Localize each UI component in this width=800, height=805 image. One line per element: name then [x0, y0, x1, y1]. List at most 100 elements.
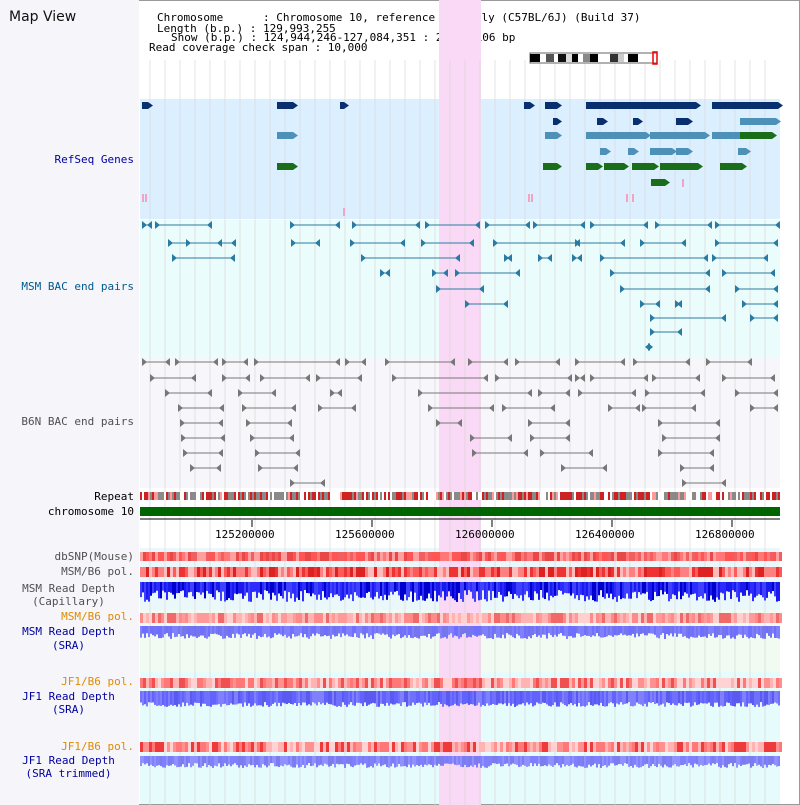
msm-sra-depth-bar [484, 626, 486, 636]
msm-capillary-depth-bar [440, 582, 442, 598]
track-label-msm-b6-pol-1[interactable]: MSM/B6 pol. [61, 565, 134, 578]
msm-bac-pair-end [677, 328, 682, 336]
msm-bac-pair-end [507, 254, 512, 262]
track-label-msm-depth-sra[interactable]: MSM Read Depth [22, 625, 115, 638]
track-label-jf1-depth-sra[interactable]: JF1 Read Depth [22, 690, 115, 703]
msm-b6-pol-strip [374, 613, 377, 623]
jf1-trimmed-depth-bar [212, 756, 214, 768]
jf1-trimmed-depth-bar [388, 756, 390, 768]
msm-capillary-depth-bar [288, 582, 290, 593]
repeat-segment [246, 492, 248, 500]
jf1-b6-pol-strip [677, 678, 680, 688]
repeat-segment [752, 492, 754, 500]
jf1-b6-pol-strip [155, 678, 158, 688]
track-label-refseq[interactable]: RefSeq Genes [54, 153, 134, 166]
jf1-trimmed-depth-bar [228, 756, 230, 765]
track-label-jf1-b6-pol-2[interactable]: JF1/B6 pol. [61, 740, 134, 753]
jf1-trimmed-depth-bar [342, 756, 344, 765]
msm-b6-pol-strip [704, 567, 707, 577]
msm-capillary-depth-bar [530, 582, 532, 601]
jf1-b6-pol-strip [593, 742, 596, 752]
dbsnp-strip [452, 552, 455, 561]
repeat-segment [300, 492, 302, 500]
msm-capillary-depth-bar [268, 582, 270, 594]
b6n-bac-pair-end [662, 434, 667, 442]
jf1-sra-depth-bar [744, 691, 746, 707]
msm-capillary-depth-bar [242, 582, 244, 599]
msm-sra-depth-bar [632, 626, 634, 634]
jf1-sra-depth-bar [530, 691, 532, 704]
repeat-segment [450, 492, 452, 500]
jf1-trimmed-depth-bar [702, 756, 704, 766]
msm-b6-pol-strip [413, 567, 416, 577]
msm-b6-pol-strip [215, 567, 218, 577]
jf1-trimmed-depth-bar [174, 756, 176, 766]
msm-sra-depth-bar [706, 626, 708, 638]
dbsnp-strip [311, 552, 314, 561]
jf1-trimmed-depth-bar [564, 756, 566, 767]
msm-b6-pol-strip [233, 567, 236, 577]
jf1-b6-pol-strip [491, 742, 494, 752]
msm-b6-pol-strip [209, 567, 212, 577]
dbsnp-strip [617, 552, 620, 561]
track-label-msm-b6-pol-2[interactable]: MSM/B6 pol. [61, 610, 134, 623]
b6n-bac-pair-end [222, 358, 227, 366]
jf1-b6-pol-strip [692, 678, 695, 688]
msm-b6-pol-strip [383, 613, 386, 623]
dbsnp-strip [329, 552, 332, 561]
b6n-bac-pair-end [330, 389, 335, 397]
b6n-bac-pair-end [238, 389, 243, 397]
msm-capillary-depth-bar [474, 582, 476, 602]
track-label-dbsnp[interactable]: dbSNP(Mouse) [54, 550, 134, 563]
jf1-sra-depth-bar [742, 691, 744, 703]
track-label-repeat[interactable]: Repeat [94, 490, 134, 503]
jf1-trimmed-depth-bar [620, 756, 622, 765]
jf1-b6-pol-strip [281, 742, 284, 752]
msm-b6-pol-strip [680, 567, 683, 577]
msm-b6-pol-strip [317, 567, 320, 577]
msm-sra-depth-bar [454, 626, 456, 636]
dbsnp-strip [425, 552, 428, 561]
track-label-jf1-depth-trim-sub: (SRA trimmed) [25, 767, 112, 780]
jf1-trimmed-depth-bar [680, 756, 682, 766]
msm-b6-pol-strip [290, 567, 293, 577]
jf1-trimmed-depth-bar [636, 756, 638, 767]
track-label-msm-bac[interactable]: MSM BAC end pairs [21, 280, 134, 293]
track-label-jf1-b6-pol-1[interactable]: JF1/B6 pol. [61, 675, 134, 688]
ideogram-band [638, 54, 652, 62]
jf1-sra-depth-bar [716, 691, 718, 703]
track-label-msm-depth-cap[interactable]: MSM Read Depth [22, 582, 115, 595]
jf1-trimmed-depth-bar [642, 756, 644, 767]
msm-capillary-depth-bar [624, 582, 626, 599]
msm-sra-depth-bar [230, 626, 232, 638]
selection-highlight [439, 0, 481, 805]
gene-feature [740, 132, 772, 139]
dbsnp-strip [416, 552, 419, 561]
msm-capillary-depth-bar [610, 582, 612, 594]
jf1-sra-depth-bar [646, 691, 648, 707]
track-label-b6n-bac[interactable]: B6N BAC end pairs [21, 415, 134, 428]
msm-capillary-depth-bar [620, 582, 622, 600]
jf1-b6-pol-strip [500, 742, 503, 752]
jf1-sra-depth-bar [280, 691, 282, 707]
msm-capillary-depth-bar [294, 582, 296, 602]
msm-b6-pol-strip [212, 613, 215, 623]
dbsnp-strip [335, 552, 338, 561]
msm-capillary-depth-bar [556, 582, 558, 596]
jf1-trimmed-depth-bar [638, 756, 640, 768]
jf1-sra-depth-bar [242, 691, 244, 707]
jf1-b6-pol-strip [380, 742, 383, 752]
dbsnp-strip [671, 552, 674, 561]
jf1-sra-depth-bar [586, 691, 588, 706]
jf1-sra-depth-bar [614, 691, 616, 707]
b6n-bac-pair-end [722, 374, 727, 382]
b6n-bac-pair-end [620, 358, 625, 366]
msm-sra-depth-bar [256, 626, 258, 639]
jf1-b6-pol-strip [470, 678, 473, 688]
msm-sra-depth-bar [498, 626, 500, 638]
msm-sra-depth-bar [576, 626, 578, 634]
dbsnp-strip [356, 552, 359, 561]
dbsnp-strip [278, 552, 281, 561]
track-label-jf1-depth-trim[interactable]: JF1 Read Depth [22, 754, 115, 767]
msm-sra-depth-bar [254, 626, 256, 634]
